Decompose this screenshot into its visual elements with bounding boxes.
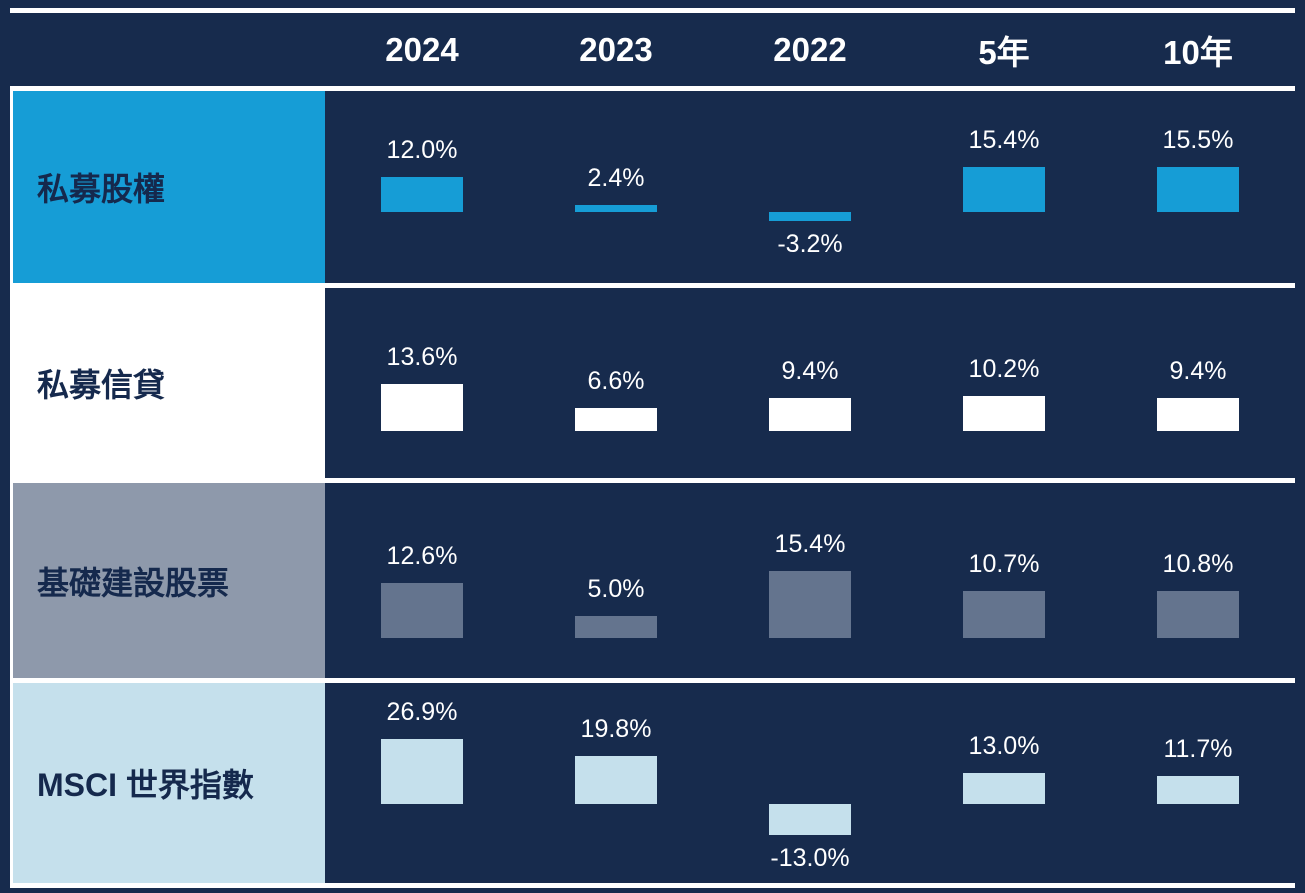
bar-cell: 19.8% bbox=[519, 683, 713, 883]
value-label: 9.4% bbox=[781, 357, 839, 385]
value-label: 11.7% bbox=[1163, 735, 1233, 763]
column-header-2024: 2024 bbox=[385, 30, 459, 68]
bar bbox=[963, 773, 1045, 804]
bar-cell: 10.8% bbox=[1101, 483, 1295, 678]
bar-cell: 26.9% bbox=[325, 683, 519, 883]
bar bbox=[1157, 591, 1239, 638]
bar bbox=[1157, 167, 1239, 212]
left-border-line bbox=[10, 91, 13, 883]
bar-cell: 10.2% bbox=[907, 288, 1101, 478]
bar bbox=[381, 739, 463, 804]
row-divider-line bbox=[10, 678, 1295, 683]
bar bbox=[381, 583, 463, 638]
row-divider-line bbox=[10, 283, 1295, 288]
bar-cell: 5.0% bbox=[519, 483, 713, 678]
bar bbox=[381, 384, 463, 431]
value-label: 2.4% bbox=[587, 164, 645, 192]
value-label: 5.0% bbox=[587, 575, 645, 603]
bar bbox=[769, 212, 851, 221]
bar-cell: 13.0% bbox=[907, 683, 1101, 883]
bar bbox=[575, 205, 657, 212]
column-header-10yr: 10年 bbox=[1163, 33, 1233, 71]
bar bbox=[769, 804, 851, 835]
row-bars: 13.6% 6.6% 9.4% 10.2% 9.4% bbox=[325, 288, 1295, 478]
row-label: 私募股權 bbox=[13, 91, 325, 283]
bar-cell: 13.6% bbox=[325, 288, 519, 478]
bar-cell: -3.2% bbox=[713, 91, 907, 283]
bar bbox=[963, 167, 1045, 212]
bar-cell: 10.7% bbox=[907, 483, 1101, 678]
bar bbox=[575, 616, 657, 638]
bar-cell: 15.5% bbox=[1101, 91, 1295, 283]
value-label: 12.6% bbox=[386, 542, 458, 570]
value-label: 13.6% bbox=[386, 343, 458, 371]
bar bbox=[575, 408, 657, 431]
bar-cell: 6.6% bbox=[519, 288, 713, 478]
bar-cell: 15.4% bbox=[907, 91, 1101, 283]
value-label: 15.4% bbox=[968, 126, 1040, 154]
column-header-2022: 2022 bbox=[773, 30, 847, 68]
bottom-border-line bbox=[10, 883, 1295, 888]
bar-cell: 12.0% bbox=[325, 91, 519, 283]
value-label: 26.9% bbox=[386, 698, 458, 726]
bar-cell: 11.7% bbox=[1101, 683, 1295, 883]
bar bbox=[1157, 776, 1239, 804]
bar bbox=[575, 756, 657, 804]
column-header-2023: 2023 bbox=[579, 30, 653, 68]
header-divider-line bbox=[10, 86, 1295, 91]
value-label: 19.8% bbox=[580, 715, 652, 743]
value-label: 15.4% bbox=[774, 530, 846, 558]
value-label: 15.5% bbox=[1162, 126, 1234, 154]
row-bars: 12.6% 5.0% 15.4% 10.7% 10.8% bbox=[325, 483, 1295, 678]
bar bbox=[1157, 398, 1239, 431]
row-label: 私募信貸 bbox=[13, 288, 325, 478]
bar-cell: -13.0% bbox=[713, 683, 907, 883]
bar-cell: 2.4% bbox=[519, 91, 713, 283]
bar-cell: 15.4% bbox=[713, 483, 907, 678]
row-divider-line bbox=[10, 478, 1295, 483]
column-header-row: 2024 2023 2022 5年 10年 bbox=[325, 13, 1295, 86]
value-label: 12.0% bbox=[386, 136, 458, 164]
column-header-5yr: 5年 bbox=[978, 33, 1030, 71]
value-label: 6.6% bbox=[587, 367, 645, 395]
bar bbox=[769, 398, 851, 431]
row-bars: 12.0% 2.4% -3.2% 15.4% 15.5% bbox=[325, 91, 1295, 283]
bar bbox=[381, 177, 463, 212]
bar bbox=[963, 396, 1045, 431]
value-label: 10.7% bbox=[968, 550, 1040, 578]
value-label: -3.2% bbox=[777, 230, 843, 258]
bar-cell: 9.4% bbox=[1101, 288, 1295, 478]
bar bbox=[769, 571, 851, 638]
bar bbox=[963, 591, 1045, 638]
row-bars: 26.9% 19.8% -13.0% 13.0% 11.7% bbox=[325, 683, 1295, 883]
value-label: 9.4% bbox=[1169, 357, 1227, 385]
value-label: -13.0% bbox=[770, 844, 850, 872]
bar-cell: 12.6% bbox=[325, 483, 519, 678]
value-label: 10.2% bbox=[968, 355, 1040, 383]
row-label: MSCI 世界指數 bbox=[13, 683, 325, 883]
bar-cell: 9.4% bbox=[713, 288, 907, 478]
value-label: 13.0% bbox=[968, 732, 1040, 760]
value-label: 10.8% bbox=[1162, 550, 1234, 578]
top-border-line bbox=[10, 8, 1295, 13]
row-label: 基礎建設股票 bbox=[13, 483, 325, 678]
